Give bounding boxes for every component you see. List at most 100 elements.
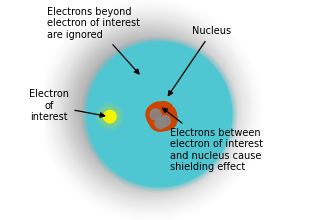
Circle shape <box>116 76 185 144</box>
Circle shape <box>121 76 198 153</box>
Circle shape <box>88 43 231 186</box>
Circle shape <box>139 99 162 121</box>
Circle shape <box>87 42 232 187</box>
Circle shape <box>132 87 187 142</box>
Circle shape <box>86 46 215 174</box>
Circle shape <box>150 112 169 131</box>
Circle shape <box>135 94 166 126</box>
Circle shape <box>123 83 178 137</box>
Circle shape <box>149 104 170 125</box>
Circle shape <box>159 116 170 126</box>
Circle shape <box>125 80 194 149</box>
Circle shape <box>113 68 206 161</box>
Circle shape <box>146 104 167 125</box>
Circle shape <box>129 84 190 145</box>
Circle shape <box>131 90 170 130</box>
Circle shape <box>159 106 176 123</box>
Circle shape <box>83 43 218 177</box>
Circle shape <box>119 79 182 141</box>
Circle shape <box>109 64 210 165</box>
Circle shape <box>96 51 223 178</box>
Circle shape <box>148 103 171 126</box>
Text: Electron
of
interest: Electron of interest <box>29 89 105 122</box>
Circle shape <box>88 47 214 173</box>
Circle shape <box>146 106 155 114</box>
Circle shape <box>83 38 236 191</box>
Circle shape <box>95 54 206 166</box>
Circle shape <box>88 43 231 186</box>
Circle shape <box>101 56 218 172</box>
Circle shape <box>129 88 172 131</box>
Circle shape <box>102 61 199 159</box>
Circle shape <box>138 93 180 136</box>
Circle shape <box>145 100 174 129</box>
Circle shape <box>148 107 153 113</box>
Text: Electrons beyond
electron of interest
are ignored: Electrons beyond electron of interest ar… <box>47 7 140 74</box>
Circle shape <box>154 102 174 122</box>
Circle shape <box>99 59 202 161</box>
Circle shape <box>104 63 198 157</box>
Circle shape <box>141 96 178 133</box>
Circle shape <box>155 118 166 129</box>
Circle shape <box>98 57 203 163</box>
Circle shape <box>111 70 191 150</box>
Circle shape <box>150 102 166 119</box>
Circle shape <box>126 86 175 134</box>
Circle shape <box>150 105 169 124</box>
Circle shape <box>121 80 181 140</box>
Circle shape <box>113 73 188 147</box>
Circle shape <box>136 91 183 138</box>
Circle shape <box>133 88 186 141</box>
Circle shape <box>112 67 207 162</box>
Circle shape <box>103 58 216 171</box>
Circle shape <box>84 39 235 190</box>
Circle shape <box>97 52 221 176</box>
Circle shape <box>145 104 156 116</box>
Circle shape <box>136 96 165 124</box>
Circle shape <box>100 60 201 160</box>
Circle shape <box>152 106 167 122</box>
Circle shape <box>115 74 186 146</box>
Circle shape <box>144 99 175 130</box>
Circle shape <box>150 109 161 120</box>
Circle shape <box>95 50 224 179</box>
Circle shape <box>108 63 211 166</box>
Circle shape <box>158 113 161 116</box>
Circle shape <box>117 72 202 157</box>
Circle shape <box>93 53 208 167</box>
Circle shape <box>146 101 173 128</box>
Circle shape <box>82 41 219 179</box>
Circle shape <box>112 71 189 149</box>
Circle shape <box>105 60 214 169</box>
Circle shape <box>108 67 193 153</box>
Circle shape <box>157 112 162 117</box>
Circle shape <box>137 92 182 137</box>
Circle shape <box>134 89 184 139</box>
Circle shape <box>81 40 221 180</box>
Circle shape <box>131 85 188 143</box>
Circle shape <box>76 36 225 184</box>
Circle shape <box>142 101 159 119</box>
Circle shape <box>133 93 168 127</box>
Text: Electrons between
electron of interest
and nucleus cause
shielding effect: Electrons between electron of interest a… <box>163 108 264 172</box>
Circle shape <box>92 47 227 182</box>
Circle shape <box>132 91 169 128</box>
Circle shape <box>106 66 195 154</box>
Circle shape <box>156 108 177 130</box>
Circle shape <box>155 110 163 118</box>
Circle shape <box>107 62 212 167</box>
Circle shape <box>118 73 200 155</box>
Circle shape <box>105 64 196 156</box>
Circle shape <box>125 84 176 136</box>
Circle shape <box>122 81 179 139</box>
Circle shape <box>141 100 161 120</box>
Circle shape <box>111 66 208 163</box>
Circle shape <box>153 108 166 121</box>
Circle shape <box>78 37 224 183</box>
Circle shape <box>128 87 174 133</box>
Circle shape <box>86 40 233 188</box>
Circle shape <box>147 102 176 131</box>
Text: Nucleus: Nucleus <box>168 26 232 95</box>
Circle shape <box>96 56 205 164</box>
Circle shape <box>104 59 215 170</box>
